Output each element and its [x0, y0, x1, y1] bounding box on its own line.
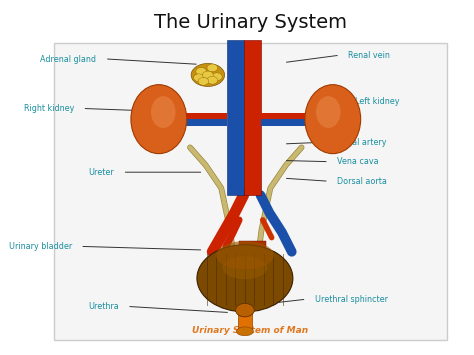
Text: Urinary bladder: Urinary bladder — [9, 242, 72, 251]
FancyBboxPatch shape — [186, 113, 227, 119]
Ellipse shape — [197, 245, 293, 312]
Text: Vena cava: Vena cava — [337, 157, 379, 166]
Ellipse shape — [151, 96, 175, 128]
FancyBboxPatch shape — [261, 119, 313, 126]
Text: Urinary System of Man: Urinary System of Man — [192, 326, 308, 335]
Ellipse shape — [236, 304, 254, 317]
Ellipse shape — [196, 67, 207, 75]
Ellipse shape — [131, 85, 187, 154]
Text: Ureter: Ureter — [89, 168, 114, 177]
Ellipse shape — [216, 241, 274, 269]
FancyBboxPatch shape — [186, 119, 227, 126]
Ellipse shape — [207, 76, 218, 84]
Text: The Urinary System: The Urinary System — [154, 13, 347, 32]
Text: Renal artery: Renal artery — [337, 138, 387, 147]
Text: Dorsal aorta: Dorsal aorta — [337, 176, 387, 186]
Ellipse shape — [191, 64, 225, 87]
Ellipse shape — [211, 73, 222, 81]
Text: Right kidney: Right kidney — [24, 104, 74, 113]
Ellipse shape — [202, 71, 213, 79]
FancyBboxPatch shape — [238, 310, 252, 331]
Text: Adrenal gland: Adrenal gland — [40, 55, 96, 64]
Ellipse shape — [193, 74, 204, 82]
Text: Left kidney: Left kidney — [355, 97, 400, 106]
Ellipse shape — [207, 64, 218, 72]
Text: Renal vein: Renal vein — [348, 51, 390, 60]
Ellipse shape — [237, 327, 254, 336]
Text: Urethral sphincter: Urethral sphincter — [315, 295, 388, 304]
Text: Urethra: Urethra — [88, 302, 118, 311]
FancyBboxPatch shape — [244, 40, 261, 195]
Ellipse shape — [198, 77, 209, 85]
Ellipse shape — [316, 96, 341, 128]
Ellipse shape — [223, 256, 267, 279]
FancyBboxPatch shape — [227, 40, 244, 195]
FancyBboxPatch shape — [239, 241, 266, 261]
FancyBboxPatch shape — [54, 43, 447, 340]
FancyBboxPatch shape — [261, 113, 313, 119]
Ellipse shape — [305, 85, 361, 154]
